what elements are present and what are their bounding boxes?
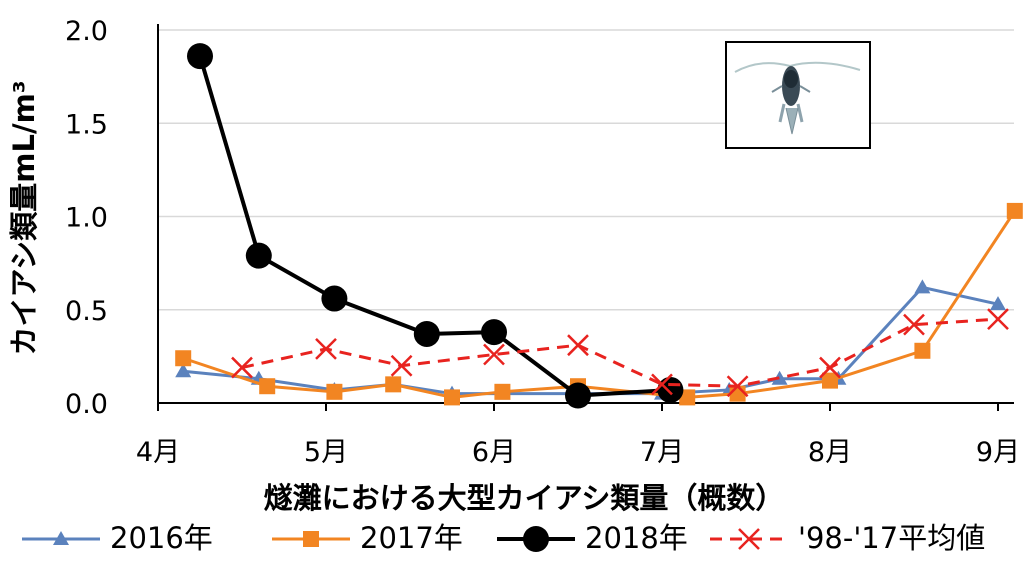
data-point bbox=[444, 389, 460, 406]
data-point bbox=[413, 320, 440, 347]
data-point bbox=[390, 354, 413, 377]
legend: 2016年 2017年 2018年 '98-'17平均値 bbox=[22, 521, 985, 555]
legend-label: 2016年 bbox=[110, 521, 213, 555]
data-point bbox=[567, 334, 589, 357]
legend-entry: 2018年 bbox=[497, 521, 688, 555]
legend-marker bbox=[53, 531, 69, 545]
y-tick-label: 0.5 bbox=[65, 296, 108, 327]
x-tick-label: 9月 bbox=[976, 437, 1020, 468]
copepod-icon bbox=[734, 61, 861, 135]
legend-label: 2017年 bbox=[360, 521, 463, 555]
x-tick-label: 7月 bbox=[640, 437, 684, 468]
legend-marker bbox=[523, 526, 549, 552]
series-line bbox=[182, 210, 1017, 399]
data-point bbox=[175, 363, 192, 378]
axes bbox=[157, 24, 1014, 404]
copepod-photo-inset bbox=[725, 41, 871, 149]
y-tick-label: 0.0 bbox=[65, 389, 108, 420]
series-line bbox=[241, 317, 999, 388]
data-point bbox=[771, 370, 788, 385]
data-point bbox=[987, 308, 1009, 330]
series bbox=[175, 43, 1023, 409]
data-point bbox=[259, 378, 276, 395]
legend-label: '98-'17平均値 bbox=[798, 521, 985, 555]
data-point bbox=[914, 342, 931, 359]
legend-entry: 2016年 bbox=[22, 521, 213, 555]
legend-entry: '98-'17平均値 bbox=[710, 521, 985, 555]
y-axis-ticks: 0.0 0.5 1.0 1.5 2.0 bbox=[65, 16, 108, 420]
data-point bbox=[231, 356, 253, 379]
data-point bbox=[245, 242, 272, 269]
data-point bbox=[1006, 202, 1023, 219]
x-tick-label: 6月 bbox=[472, 437, 516, 468]
legend-marker bbox=[303, 531, 319, 547]
data-point bbox=[565, 382, 591, 409]
x-tick-label: 4月 bbox=[136, 437, 180, 468]
gridlines bbox=[158, 29, 1014, 311]
series-2 bbox=[175, 202, 1023, 406]
series-line bbox=[198, 55, 671, 398]
data-point bbox=[494, 383, 511, 400]
data-point bbox=[321, 285, 348, 312]
data-point bbox=[657, 376, 684, 403]
data-point bbox=[679, 389, 696, 406]
x-tick-label: 5月 bbox=[304, 437, 348, 468]
data-point bbox=[385, 376, 402, 393]
data-point bbox=[729, 385, 746, 402]
data-point bbox=[187, 43, 213, 70]
data-point bbox=[315, 338, 337, 360]
legend-marker bbox=[738, 528, 760, 550]
x-axis-title: 燧灘における大型カイアシ類量（概数） bbox=[264, 481, 785, 515]
legend-label: 2018年 bbox=[585, 521, 688, 555]
series-1 bbox=[175, 279, 1006, 400]
x-axis-ticks: 4月 5月 6月 7月 8月 9月 bbox=[136, 403, 1020, 468]
data-point bbox=[175, 350, 192, 367]
y-axis-title: カイアシ類量mL/m³ bbox=[7, 80, 41, 355]
data-point bbox=[819, 356, 841, 379]
data-point bbox=[822, 372, 838, 389]
x-tick-label: 8月 bbox=[808, 437, 852, 468]
data-point bbox=[990, 296, 1006, 311]
series-line bbox=[183, 285, 999, 396]
data-point bbox=[914, 279, 931, 294]
data-point bbox=[651, 373, 673, 396]
series-3 bbox=[187, 43, 684, 409]
data-point bbox=[326, 383, 343, 400]
data-point bbox=[903, 313, 925, 336]
series-4 bbox=[231, 308, 1009, 398]
data-point bbox=[483, 343, 505, 366]
legend-entry: 2017年 bbox=[272, 521, 463, 555]
y-tick-label: 1.0 bbox=[65, 203, 108, 234]
data-point bbox=[481, 319, 507, 346]
data-point bbox=[726, 375, 749, 398]
y-tick-label: 1.5 bbox=[65, 109, 108, 140]
y-tick-label: 2.0 bbox=[65, 16, 108, 47]
